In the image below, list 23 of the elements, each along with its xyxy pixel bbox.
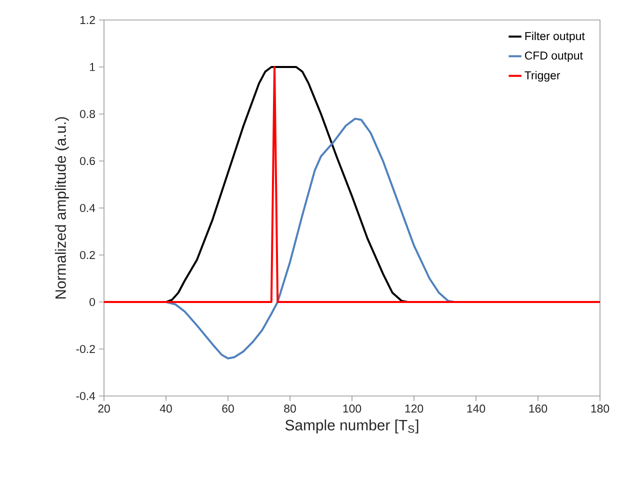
y-axis-title: Normalized amplitude (a.u.) [54,117,69,299]
x-axis-title: Sample number [T$_{S}$] [285,419,418,434]
x-tick-label: 140 [467,404,486,413]
y-tick-label: 0.2 [80,250,95,260]
x-tick-label: 80 [284,404,296,413]
x-tick-label: 20 [98,404,110,413]
x-tick-label: 100 [343,404,362,413]
x-tick-label: 160 [529,404,548,413]
x-tick-label: 120 [405,404,424,413]
y-tick-label: 0.8 [80,110,95,118]
legend-label: Trigger [524,70,560,82]
x-tick-label: 180 [591,404,610,413]
y-tick-label: 1 [90,63,95,71]
y-tick-label: -0.2 [76,344,95,354]
x-tick-label: 40 [160,404,172,413]
y-tick-label: 0 [90,298,96,306]
y-tick-label: 0.6 [80,156,95,166]
y-tick-label: -0.4 [76,392,96,400]
y-tick-label: 1.2 [80,16,95,24]
legend-label: CFD output [524,51,583,62]
y-tick-label: 0.4 [80,204,96,212]
legend-label: Filter output [525,32,585,42]
x-tick-label: 60 [222,404,234,413]
